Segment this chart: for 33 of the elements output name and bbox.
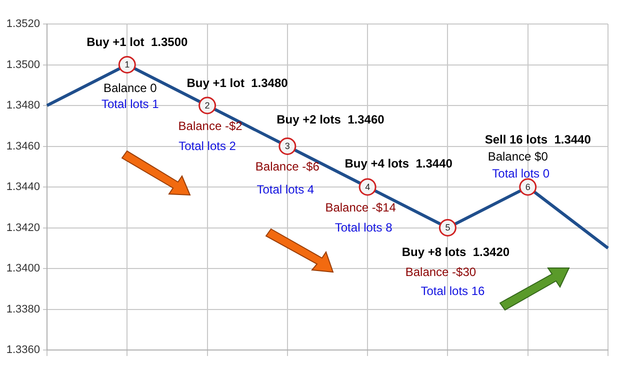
annotation: Total lots 1 xyxy=(101,97,160,112)
annotation: Buy +1 lot 1.3500 xyxy=(86,35,188,50)
annotation: Balance -$2 xyxy=(178,118,243,133)
annotation: Total lots 16 xyxy=(420,284,486,298)
annotation: 1 xyxy=(124,60,130,70)
annotation: Balance -$14 xyxy=(325,200,396,214)
y-tick-label: 1.3420 xyxy=(6,222,40,234)
annotation: Buy +4 lots 1.3440 xyxy=(344,156,453,170)
y-tick-label: 1.3480 xyxy=(6,100,40,112)
y-tick-label: 1.3520 xyxy=(6,18,40,30)
annotation: Sell 16 lots 1.3440 xyxy=(484,132,592,146)
annotation: Balance $0 xyxy=(488,149,548,164)
annotation: 3 xyxy=(284,141,290,152)
annotation: 6 xyxy=(525,182,530,192)
annotation: Total lots 8 xyxy=(334,220,393,234)
annotation: Total lots 2 xyxy=(178,138,236,153)
annotation: Balance -$6 xyxy=(255,160,320,174)
annotation: 2 xyxy=(204,100,210,110)
y-tick-label: 1.3500 xyxy=(6,58,40,71)
annotation: 5 xyxy=(445,222,450,233)
annotation: Balance 0 xyxy=(103,81,158,96)
annotation: Buy +8 lots 1.3420 xyxy=(402,245,510,260)
y-tick-label: 1.3400 xyxy=(6,262,40,275)
annotation: Buy +1 lot 1.3480 xyxy=(186,76,288,90)
annotation: 4 xyxy=(365,182,370,192)
y-tick-label: 1.3360 xyxy=(6,344,40,356)
y-tick-label: 1.3460 xyxy=(6,140,40,152)
annotation: Total lots 0 xyxy=(492,166,550,180)
y-tick-label: 1.3440 xyxy=(6,181,40,194)
y-tick-label: 1.3380 xyxy=(6,303,40,316)
annotation: Total lots 4 xyxy=(256,182,314,197)
annotation: Buy +2 lots 1.3460 xyxy=(276,112,385,127)
annotation: Balance -$30 xyxy=(405,265,476,280)
